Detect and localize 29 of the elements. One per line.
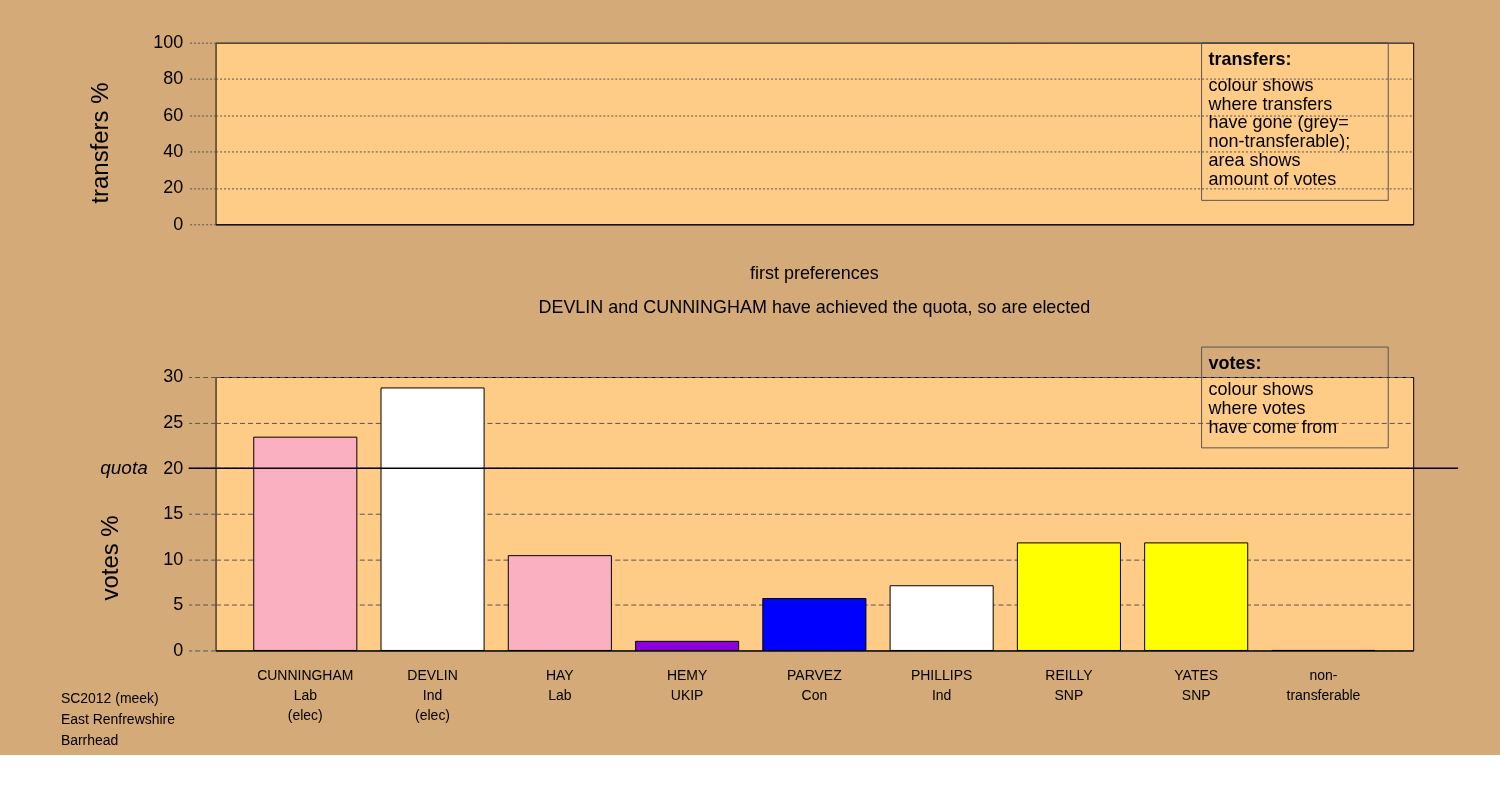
ref-line-label: quota [100,457,148,479]
y-tick-label: 60 [163,104,184,125]
x-tick-label: HEMY UKIP [666,666,708,703]
x-tick-label: REILLY SNP [1045,666,1094,703]
y-tick-label: 30 [163,366,184,387]
x-tick-label: PHILLIPS Ind [910,666,973,703]
x-tick-label: HAY Lab [545,666,575,703]
x-tick-label: YATES SNP [1174,666,1219,703]
y-tick-label: 25 [163,412,184,433]
text: SC2012 (meek) East Renfrewshire Barrhead [60,690,176,749]
y-tick-label: 40 [163,141,184,162]
y-tick-label: 20 [163,177,184,198]
x-tick-label: CUNNINGHAM Lab (elec) [257,666,354,723]
y-tick-label: 10 [163,548,184,569]
x-tick-label: PARVEZ Con [787,666,843,703]
y-tick-label: 0 [173,213,184,234]
chart-title: first preferences [750,262,879,283]
y-tick-label: 80 [163,68,184,89]
x-tick-label: DEVLIN Ind (elec) [407,666,458,723]
y-axis-title: transfers % [86,82,114,204]
y-tick-label: 0 [173,639,184,660]
x-tick-label: non- transferable [1286,666,1361,703]
y-tick-label: 5 [173,594,184,615]
chart-subtitle: DEVLIN and CUNNINGHAM have achieved the quota, so are elected [538,296,1091,317]
y-tick-label: 15 [163,503,184,524]
y-tick-label: 100 [153,32,184,53]
y-tick-label: 20 [163,457,184,478]
annotation: transfers: colour shows where transfers have gone (grey= non-transferable); area shows amount of votes [1207,48,1351,190]
y-axis-title: votes % [96,515,124,601]
